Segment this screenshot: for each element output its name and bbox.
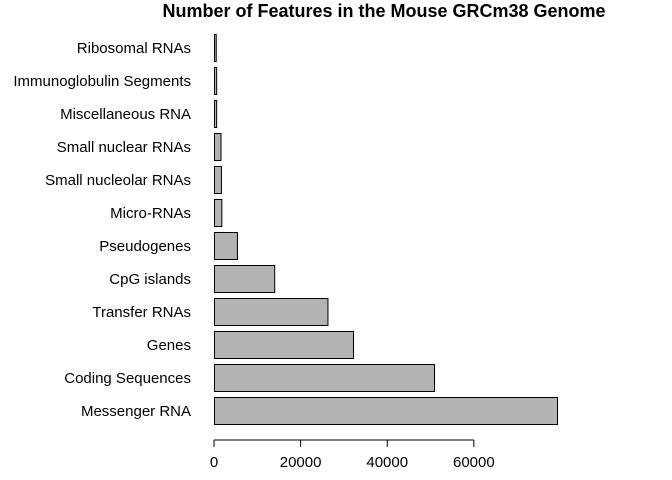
- bar-coding-sequences: [214, 364, 436, 392]
- x-tick-label: 40000: [366, 454, 408, 471]
- bar-cpg-islands: [214, 265, 276, 293]
- bar-miscellaneous-rna: [214, 100, 218, 128]
- bar-messenger-rna: [214, 397, 558, 425]
- category-label: Transfer RNAs: [92, 304, 191, 321]
- category-label: Ribosomal RNAs: [77, 40, 191, 57]
- category-label: Messenger RNA: [81, 403, 191, 420]
- bar-small-nucleolar-rnas: [214, 166, 222, 194]
- bar-micro-rnas: [214, 199, 223, 227]
- category-labels: Messenger RNA Coding Sequences Genes Transf…: [13, 40, 191, 420]
- category-label: Micro-RNAs: [110, 205, 191, 222]
- bar-ribosomal-rnas: [214, 34, 217, 62]
- category-label: Small nuclear RNAs: [57, 139, 191, 156]
- category-label: Miscellaneous RNA: [60, 106, 191, 123]
- bar-transfer-rnas: [214, 298, 329, 326]
- x-tick-label: 20000: [280, 454, 322, 471]
- bar-pseudogenes: [214, 232, 238, 260]
- category-label: Small nucleolar RNAs: [45, 172, 191, 189]
- bar-genes: [214, 331, 355, 359]
- bar-immunoglobulin-segments: [214, 67, 218, 95]
- category-label: Pseudogenes: [99, 238, 191, 255]
- category-label: CpG islands: [109, 271, 191, 288]
- chart-title: Number of Features in the Mouse GRCm38 G…: [162, 1, 605, 21]
- category-label: Immunoglobulin Segments: [13, 73, 191, 90]
- x-axis: 0 20000 40000 60000: [210, 439, 495, 471]
- x-tick-label: 60000: [453, 454, 495, 471]
- category-label: Coding Sequences: [64, 370, 191, 387]
- category-label: Genes: [147, 337, 191, 354]
- x-tick-label: 0: [210, 454, 218, 471]
- bar-small-nuclear-rnas: [214, 133, 222, 161]
- bars-group: [214, 34, 558, 425]
